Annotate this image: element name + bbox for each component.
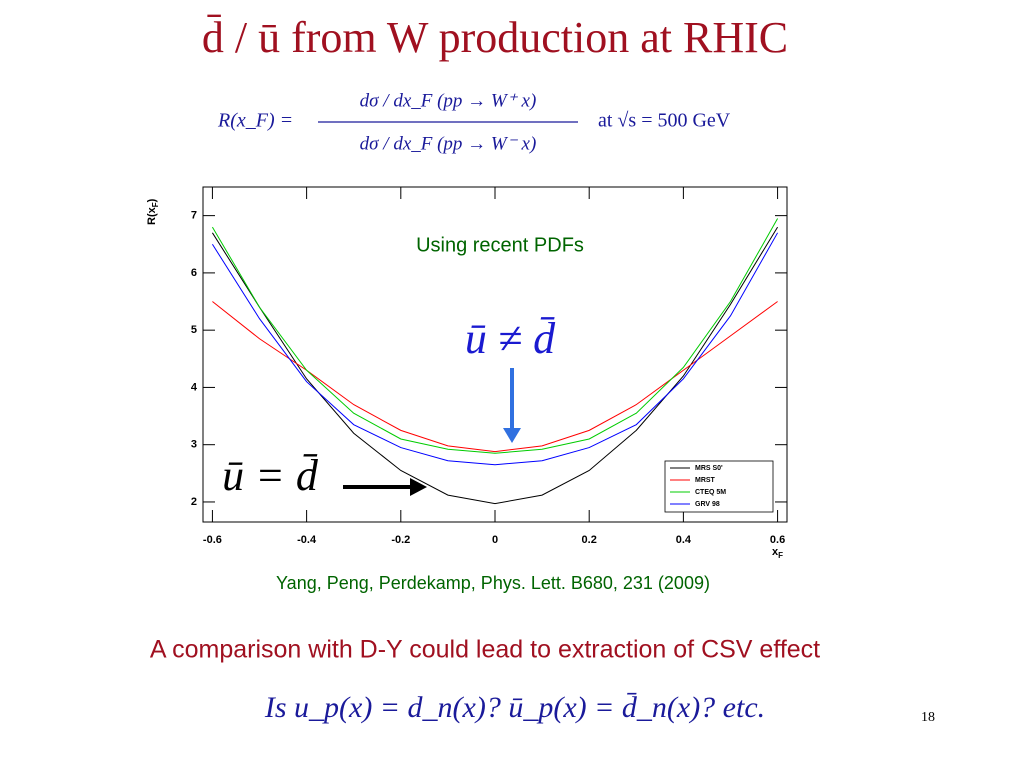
y-tick-label: 3 — [191, 439, 197, 451]
legend-label: MRST — [695, 477, 716, 484]
x-tick-label: -0.2 — [391, 534, 410, 546]
x-axis-label: xF — [772, 546, 783, 560]
x-tick-label: 0.6 — [770, 534, 785, 546]
x-tick-label: 0 — [492, 534, 498, 546]
series-line — [211, 218, 779, 454]
y-tick-label: 7 — [191, 210, 197, 222]
x-tick-label: -0.6 — [203, 534, 222, 546]
annotation: ū = d̄ — [222, 451, 319, 500]
y-axis-label: R(xF) — [146, 198, 160, 225]
annotation: Using recent PDFs — [416, 234, 584, 256]
series-line — [211, 226, 779, 505]
y-label-main: R(x — [146, 206, 158, 225]
x-label-sub: F — [778, 551, 783, 560]
y-tick-label: 6 — [191, 267, 197, 279]
slide-title: d̄ / ū from W production at RHIC — [202, 13, 788, 62]
page-number: 18 — [921, 710, 935, 725]
citation: Yang, Peng, Perdekamp, Phys. Lett. B680,… — [276, 573, 710, 593]
formula-numerator: dσ / dx_F (pp → W⁺ x) — [360, 90, 537, 111]
y-tick-label: 5 — [191, 324, 197, 336]
formula-lhs: R(x_F) = — [217, 110, 293, 132]
y-tick-label: 2 — [191, 496, 197, 508]
y-label-sub: F — [151, 202, 160, 207]
legend-label: GRV 98 — [695, 501, 720, 508]
y-label-close: ) — [146, 198, 158, 202]
formula-denominator: dσ / dx_F (pp → W⁻ x) — [360, 133, 537, 154]
arrow-head — [503, 428, 521, 443]
legend-label: CTEQ 5M — [695, 489, 726, 496]
series-line — [211, 232, 779, 466]
statement: A comparison with D-Y could lead to extr… — [150, 636, 820, 664]
x-tick-label: 0.4 — [676, 534, 692, 546]
x-label-main: x — [772, 546, 779, 558]
arrow-head — [410, 478, 427, 496]
x-tick-label: 0.2 — [582, 534, 597, 546]
formula-energy: at √s = 500 GeV — [598, 110, 731, 132]
x-tick-label: -0.4 — [297, 534, 317, 546]
question: Is u_p(x) = d_n(x)? ū_p(x) = d̄_n(x)? e… — [264, 691, 765, 724]
annotation: ū ≠ d̄ — [465, 314, 556, 363]
y-tick-label: 4 — [191, 381, 198, 393]
legend-label: MRS S0' — [695, 465, 723, 472]
